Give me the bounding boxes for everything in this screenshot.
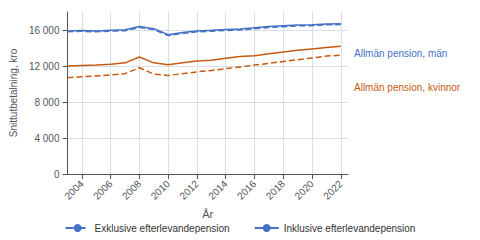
svg-text:Snittutbetalning, kro: Snittutbetalning, kro: [8, 48, 19, 137]
svg-text:2010: 2010: [149, 178, 173, 202]
svg-text:4 000: 4 000: [34, 133, 59, 144]
svg-text:2018: 2018: [264, 178, 288, 202]
svg-text:16 000: 16 000: [29, 25, 60, 36]
svg-text:Exklusive efterlevandepension: Exklusive efterlevandepension: [95, 223, 230, 234]
svg-text:Allmän pension, män: Allmän pension, män: [354, 48, 447, 59]
svg-text:0: 0: [54, 169, 60, 180]
svg-text:2006: 2006: [91, 178, 115, 202]
svg-text:Inklusive efterlevandepension: Inklusive efterlevandepension: [284, 223, 416, 234]
svg-text:2014: 2014: [206, 178, 230, 202]
svg-text:2012: 2012: [177, 178, 201, 202]
svg-text:2008: 2008: [120, 178, 144, 202]
svg-text:8 000: 8 000: [34, 97, 59, 108]
svg-text:12 000: 12 000: [29, 61, 60, 72]
svg-text:Allmän pension, kvinnor: Allmän pension, kvinnor: [354, 82, 461, 93]
svg-text:2020: 2020: [292, 178, 316, 202]
svg-text:År: År: [202, 208, 213, 220]
svg-text:2004: 2004: [62, 178, 86, 202]
svg-text:2016: 2016: [235, 178, 259, 202]
svg-text:2022: 2022: [321, 178, 345, 202]
